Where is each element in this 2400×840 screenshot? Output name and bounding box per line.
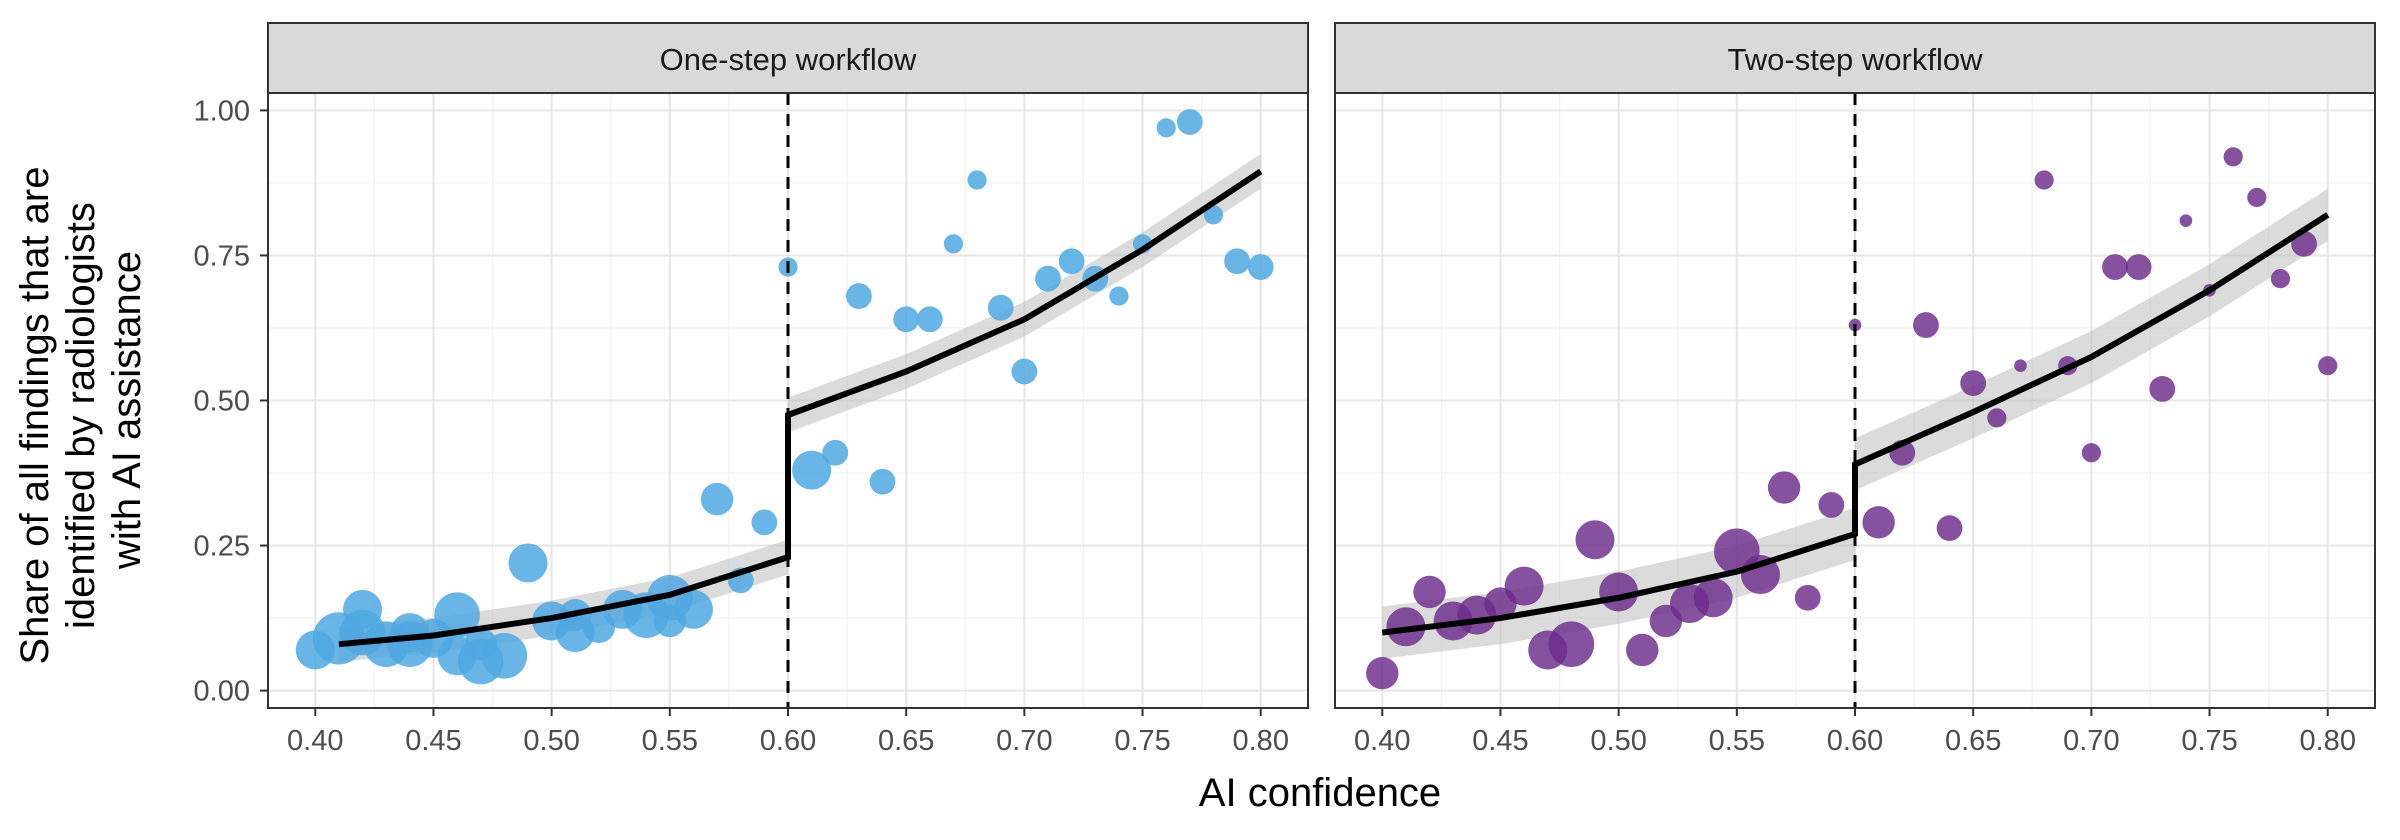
data-point — [1794, 584, 1821, 611]
data-point — [1035, 265, 1061, 292]
data-point — [1504, 566, 1544, 606]
x-tick-label: 0.40 — [287, 725, 343, 757]
data-point — [967, 170, 987, 190]
y-tick-label: 0.00 — [194, 676, 250, 708]
data-point — [1058, 248, 1085, 275]
fit-line-one-step — [338, 168, 1263, 648]
x-axis-ticks-one-step: 0.40 0.45 0.50 0.55 0.60 0.65 0.70 0.75 0.80 — [287, 708, 1289, 757]
strip-title-one-step: One-step workflow — [660, 42, 917, 77]
data-point — [1548, 621, 1595, 667]
data-point — [916, 306, 943, 333]
y-tick-label: 0.25 — [194, 531, 250, 563]
data-point — [1936, 515, 1963, 542]
data-point — [1987, 408, 2007, 428]
data-point — [2014, 359, 2027, 372]
data-point — [1413, 575, 1446, 609]
y-axis-title-line-2: identified by radiologists — [59, 202, 103, 629]
x-tick-label: 0.65 — [878, 725, 934, 757]
data-point — [481, 632, 528, 679]
data-point — [700, 482, 734, 516]
data-point — [1224, 248, 1250, 275]
x-axis-ticks-two-step: 0.40 0.45 0.50 0.55 0.60 0.65 0.70 0.75 0.80 — [1354, 708, 2356, 757]
data-point — [2034, 170, 2054, 190]
data-point — [943, 234, 964, 254]
data-point — [1818, 492, 1845, 518]
x-tick-label: 0.75 — [1114, 725, 1170, 757]
y-axis-title-line-3: with AI assistance — [105, 251, 149, 570]
data-point — [1176, 109, 1203, 135]
panel-one-step: One-step workflow 0.40 0.45 0.50 0.55 0.60 0.… — [267, 22, 1309, 757]
data-point — [893, 306, 920, 333]
x-tick-label: 0.80 — [1233, 725, 1289, 757]
data-point — [2247, 187, 2267, 208]
data-point — [2223, 147, 2243, 167]
data-point — [434, 592, 480, 638]
data-point — [1109, 286, 1129, 306]
x-tick-label: 0.75 — [2181, 725, 2237, 757]
data-point — [822, 439, 849, 466]
x-tick-label: 0.40 — [1354, 725, 1410, 757]
data-point — [1575, 520, 1615, 560]
x-tick-label: 0.55 — [1709, 725, 1765, 757]
data-point — [1960, 370, 1987, 396]
data-point — [1156, 118, 1176, 138]
x-tick-label: 0.60 — [760, 725, 816, 757]
data-point — [2102, 254, 2128, 280]
data-point — [869, 468, 896, 495]
x-tick-label: 0.70 — [2063, 725, 2119, 757]
y-tick-label: 1.00 — [194, 95, 250, 127]
x-tick-label: 0.50 — [1590, 725, 1646, 757]
data-point — [1693, 578, 1733, 618]
data-point — [1913, 312, 1939, 338]
y-axis-ticks: 0.00 0.25 0.50 0.75 1.00 — [194, 95, 268, 708]
data-point — [1366, 656, 1399, 690]
data-point — [1767, 471, 1801, 504]
data-point — [673, 589, 713, 629]
data-point — [846, 283, 872, 309]
data-point — [2081, 443, 2101, 463]
data-point — [2179, 214, 2193, 227]
y-tick-label: 0.75 — [194, 240, 250, 272]
x-tick-label: 0.50 — [523, 725, 579, 757]
x-tick-label: 0.45 — [1472, 725, 1528, 757]
panel-two-step: Two-step workflow 0.40 0.45 0.50 0.55 0.60 0.… — [1334, 22, 2376, 757]
x-tick-label: 0.55 — [642, 725, 698, 757]
data-point — [1011, 358, 1038, 385]
strip-one-step — [267, 22, 1309, 94]
x-tick-label: 0.45 — [405, 725, 461, 757]
data-point — [1247, 254, 1274, 280]
y-axis-title: Share of all findings that are identifie… — [13, 155, 149, 664]
data-point — [1203, 205, 1224, 225]
fit-line — [338, 168, 1263, 648]
data-point — [2125, 254, 2152, 280]
points-two-step — [1366, 147, 2338, 690]
data-point — [751, 509, 778, 536]
y-axis-title-line-1: Share of all findings that are — [13, 167, 57, 665]
points-one-step — [295, 109, 1274, 685]
data-point — [1626, 633, 1659, 667]
x-tick-label: 0.60 — [1827, 725, 1883, 757]
data-point — [2149, 375, 2176, 402]
data-point — [508, 543, 548, 583]
y-tick-label: 0.50 — [194, 386, 250, 418]
x-axis-title: AI confidence — [1199, 771, 1441, 815]
x-tick-label: 0.70 — [996, 725, 1052, 757]
data-point — [2270, 269, 2291, 289]
x-tick-label: 0.80 — [2300, 725, 2356, 757]
data-point — [792, 450, 832, 490]
data-point — [987, 294, 1014, 321]
confidence-band-right — [788, 153, 1261, 433]
x-tick-label: 0.65 — [1945, 725, 2001, 757]
data-point — [2318, 356, 2338, 376]
strip-title-two-step: Two-step workflow — [1728, 42, 1984, 77]
data-point — [1862, 506, 1895, 539]
